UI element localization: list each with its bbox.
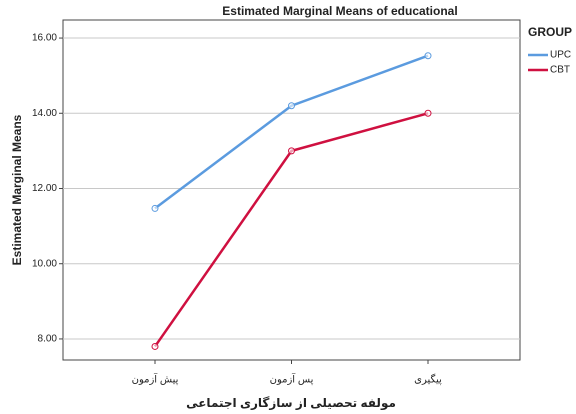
legend-label: UPC xyxy=(550,50,571,61)
y-tick-label: 8.00 xyxy=(38,334,58,345)
point xyxy=(288,147,295,155)
y-tick-label: 12.00 xyxy=(32,183,57,194)
x-axis-title: مولفه تحصیلی از سازگاری اجتماعی xyxy=(186,396,396,411)
legend-title: GROUP xyxy=(528,25,572,39)
chart-title: Estimated Marginal Means of educational xyxy=(222,4,457,18)
plot-frame xyxy=(62,19,521,361)
point xyxy=(151,342,159,350)
point xyxy=(151,204,159,212)
y-tick-label: 16.00 xyxy=(32,33,57,44)
y-tick-label: 10.00 xyxy=(32,258,57,269)
x-tick-label: پیگیری xyxy=(414,374,442,386)
y-axis-title: Estimated Marginal Means xyxy=(10,114,24,265)
point xyxy=(288,102,295,110)
series-line xyxy=(154,54,429,210)
x-tick-label: پس آزمون xyxy=(270,373,314,386)
point xyxy=(424,109,432,117)
y-tick-label: 14.00 xyxy=(32,108,57,119)
point xyxy=(424,52,432,60)
x-tick-label: پیش آزمون xyxy=(132,373,179,386)
legend-label: CBT xyxy=(550,65,570,76)
